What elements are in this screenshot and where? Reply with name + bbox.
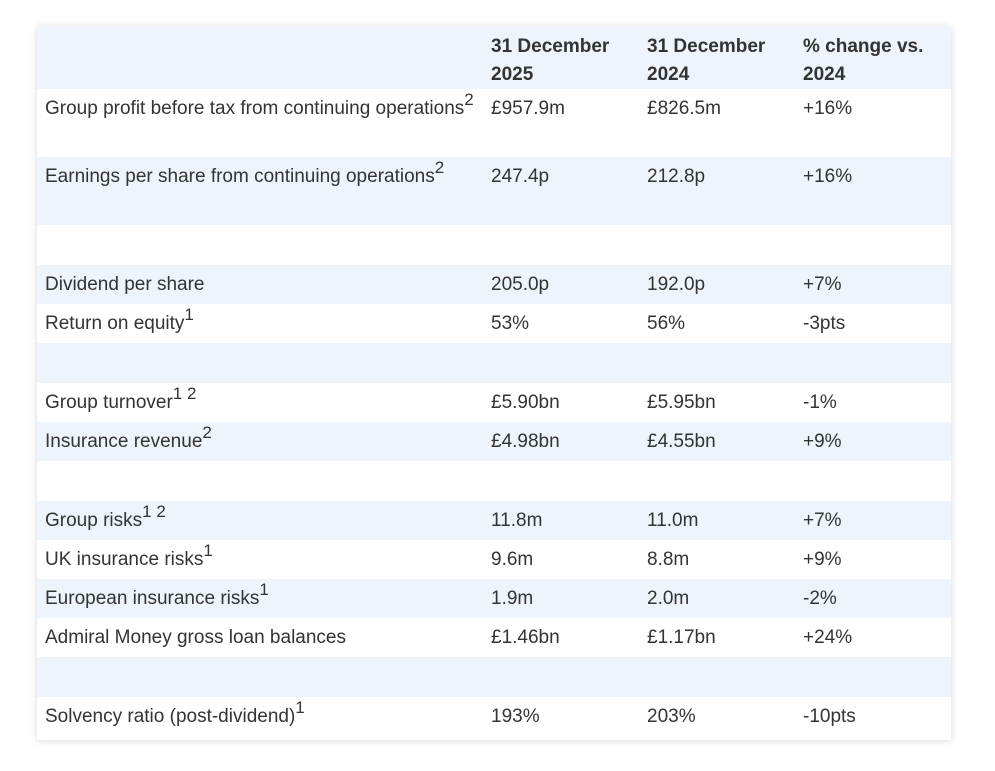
header-empty-cell: [37, 26, 491, 89]
row-label: UK insurance risks: [45, 549, 204, 570]
value-2025: £4.98bn: [491, 431, 560, 452]
value-change: -2%: [803, 588, 837, 609]
value-change: -10pts: [803, 706, 856, 727]
table-row: Group profit before tax from continuing …: [37, 89, 951, 157]
value-2024: 203%: [647, 706, 696, 727]
value-2024: 56%: [647, 313, 686, 334]
row-label: Group turnover: [45, 392, 173, 413]
value-2025: 193%: [491, 706, 540, 727]
value-2024: 8.8m: [647, 549, 690, 570]
value-2024: 2.0m: [647, 588, 690, 609]
footnote-ref: 2: [464, 89, 474, 109]
value-2025: 247.4p: [491, 166, 550, 187]
value-change: +24%: [803, 627, 853, 648]
footnote-ref: 1 2: [172, 383, 197, 403]
row-label-cell: Earnings per share from continuing opera…: [37, 157, 491, 225]
footnote-ref: 2: [434, 157, 445, 177]
value-2025: 11.8m: [491, 510, 543, 531]
row-label: Insurance revenue: [45, 431, 203, 452]
value-2025: 1.9m: [491, 588, 534, 609]
value-2024: 192.0p: [647, 274, 706, 295]
header-2024: 31 December 2024: [647, 36, 766, 85]
row-label: European insurance risks: [45, 588, 260, 609]
value-2024: £4.55bn: [647, 431, 716, 452]
value-2024: 212.8p: [647, 166, 706, 187]
value-2025: £1.46bn: [491, 627, 560, 648]
table-row: Admiral Money gross loan balances £1.46b…: [37, 618, 951, 657]
footnote-ref: 2: [202, 422, 212, 442]
value-change: +16%: [803, 98, 853, 119]
value-2024: £1.17bn: [647, 627, 716, 648]
footnote-ref: 1: [184, 304, 194, 324]
results-table-card: 31 December 2025 31 December 2024 % chan…: [37, 26, 951, 740]
row-label-cell: Group profit before tax from continuing …: [37, 89, 491, 157]
footnote-ref: 1: [203, 540, 213, 560]
row-label-cell: Solvency ratio (post-dividend)1: [37, 697, 491, 736]
spacer-row: [37, 343, 951, 383]
table-row: Group risks1 2 11.8m 11.0m +7%: [37, 501, 951, 540]
table-row: Group turnover1 2 £5.90bn £5.95bn -1%: [37, 383, 951, 422]
financial-results-table: 31 December 2025 31 December 2024 % chan…: [37, 26, 951, 736]
table-row: Solvency ratio (post-dividend)1 193% 203…: [37, 697, 951, 736]
value-change: -3pts: [803, 313, 846, 334]
table-row: UK insurance risks1 9.6m 8.8m +9%: [37, 540, 951, 579]
value-2024: £826.5m: [647, 98, 721, 119]
value-2025: £957.9m: [491, 98, 565, 119]
row-label: Group risks: [45, 510, 143, 531]
row-label: Earnings per share from continuing opera…: [45, 166, 435, 187]
row-label: Group profit before tax from continuing …: [45, 98, 465, 119]
value-change: +9%: [803, 549, 842, 570]
spacer-row: [37, 461, 951, 501]
row-label-cell: Group turnover1 2: [37, 383, 491, 422]
row-label: Solvency ratio (post-dividend): [45, 706, 296, 727]
table-row: Dividend per share 205.0p 192.0p +7%: [37, 265, 951, 304]
table-row: Return on equity1 53% 56% -3pts: [37, 304, 951, 343]
row-label: Dividend per share: [45, 274, 205, 295]
value-2025: 9.6m: [491, 549, 534, 570]
row-label-cell: Insurance revenue2: [37, 422, 491, 461]
row-label: Admiral Money gross loan balances: [45, 627, 346, 648]
value-2025: 53%: [491, 313, 530, 334]
table-header-row: 31 December 2025 31 December 2024 % chan…: [37, 26, 951, 89]
value-change: +9%: [803, 431, 842, 452]
row-label-cell: Group risks1 2: [37, 501, 491, 540]
table-row: European insurance risks1 1.9m 2.0m -2%: [37, 579, 951, 618]
row-label-cell: Return on equity1: [37, 304, 491, 343]
row-label-cell: European insurance risks1: [37, 579, 491, 618]
row-label-cell: Dividend per share: [37, 265, 491, 304]
value-change: +16%: [803, 166, 853, 187]
value-2024: 11.0m: [647, 510, 699, 531]
footnote-ref: 1: [295, 697, 305, 717]
footnote-ref: 1 2: [142, 501, 166, 521]
header-2025: 31 December 2025: [491, 36, 610, 85]
value-change: +7%: [803, 274, 842, 295]
spacer-row: [37, 657, 951, 697]
row-label-cell: UK insurance risks1: [37, 540, 491, 579]
value-2024: £5.95bn: [647, 392, 716, 413]
value-change: -1%: [803, 392, 837, 413]
table-row: Earnings per share from continuing opera…: [37, 157, 951, 225]
footnote-ref: 1: [259, 579, 269, 599]
value-change: +7%: [803, 510, 842, 531]
table-row: Insurance revenue2 £4.98bn £4.55bn +9%: [37, 422, 951, 461]
spacer-row: [37, 225, 951, 265]
header-change: % change vs. 2024: [803, 36, 924, 85]
row-label: Return on equity: [45, 313, 185, 334]
row-label-cell: Admiral Money gross loan balances: [37, 618, 491, 657]
value-2025: £5.90bn: [491, 392, 560, 413]
value-2025: 205.0p: [491, 274, 550, 295]
